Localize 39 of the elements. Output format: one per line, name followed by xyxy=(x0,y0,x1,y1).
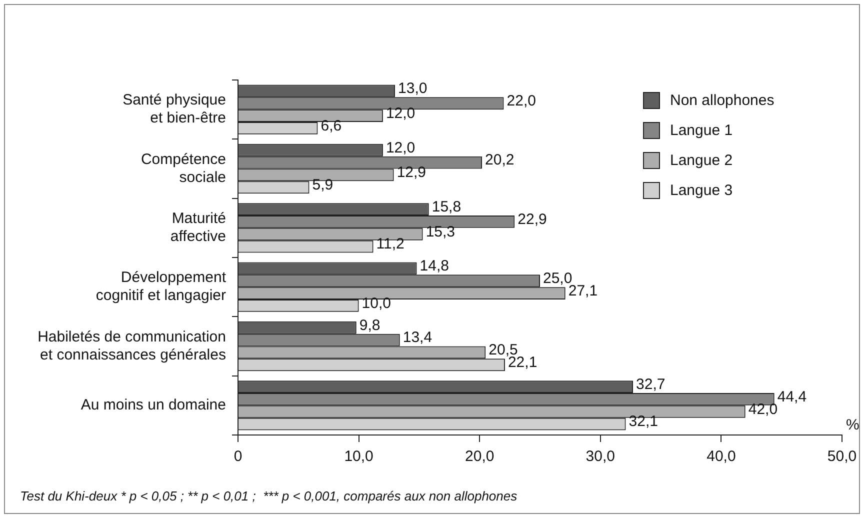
data-label: 32,1 xyxy=(628,413,658,430)
legend-label: Langue 3 xyxy=(670,182,733,199)
data-label: 5,9 xyxy=(312,176,334,194)
legend-label: Langue 1 xyxy=(670,122,733,139)
data-label: 22,0 xyxy=(506,92,536,110)
legend-label: Non allophones xyxy=(670,92,774,109)
y-tick-label: Développement cognitif et langagier xyxy=(96,269,227,304)
data-label: 15,8 xyxy=(432,198,462,216)
data-label: 6,6 xyxy=(320,117,342,134)
data-label: 42,0 xyxy=(748,400,778,418)
data-label: 9,8 xyxy=(359,316,380,334)
data-label: 11,2 xyxy=(376,236,404,253)
x-tick-label: 10,0 xyxy=(344,448,374,466)
data-label: 20,2 xyxy=(485,152,514,169)
data-label: 22,9 xyxy=(518,210,547,228)
data-label: 27,1 xyxy=(568,282,598,300)
data-label: 13,4 xyxy=(402,329,432,346)
x-axis-title: % xyxy=(846,416,860,434)
data-label: 32,7 xyxy=(636,376,666,393)
data-label: 13,0 xyxy=(398,80,428,98)
data-label: 12,9 xyxy=(396,164,426,182)
legend-label: Langue 2 xyxy=(670,152,733,169)
data-label: 44,4 xyxy=(777,388,807,406)
x-tick-label: 40,0 xyxy=(706,448,736,466)
x-tick-label: 20,0 xyxy=(465,448,494,466)
y-tick-label: Santé physique et bien-être xyxy=(122,92,226,127)
y-tick-label: Compétence sociale xyxy=(140,150,226,186)
data-label: 14,8 xyxy=(420,258,449,275)
x-tick-label: 50,0 xyxy=(827,448,857,466)
y-tick-label: Habiletés de communication et connaissances générales xyxy=(38,328,226,364)
y-tick-label: Au moins un domaine xyxy=(80,396,226,414)
data-label: 12,0 xyxy=(386,104,416,122)
data-label: 10,0 xyxy=(362,294,392,312)
text: Test du Khi-deux * p < 0,05 ; ** p < 0,01 ; *** p < 0,001, comparés aux non allophones xyxy=(20,488,518,504)
x-tick-label: 0 xyxy=(234,448,242,466)
data-label: 15,3 xyxy=(426,223,456,240)
x-tick-label: 30,0 xyxy=(586,448,615,466)
data-label: 12,0 xyxy=(386,139,416,156)
y-tick-label: Maturité affective xyxy=(170,210,226,246)
